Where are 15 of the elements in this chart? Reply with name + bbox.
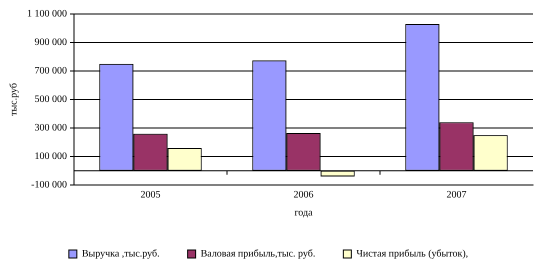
legend-label: Выручка ,тыс.руб.: [82, 248, 160, 260]
x-tick-label: 2007: [446, 190, 466, 201]
y-tick-label: 700 000: [34, 66, 67, 77]
y-tick-label: 300 000: [34, 122, 67, 134]
y-tick-label: 100 000: [34, 151, 67, 162]
y-axis-title: тыс.руб: [8, 83, 20, 116]
x-tick-label: 2005: [140, 190, 160, 201]
legend-label: Чистая прибыль (убыток),: [356, 248, 468, 260]
y-tick-label: 900 000: [34, 37, 67, 48]
legend-label: Валовая прибыль,тыс. руб.: [200, 248, 316, 260]
y-tick-label: 1 100 000: [27, 8, 67, 20]
y-tick-label: 500 000: [34, 94, 67, 106]
x-axis-title: года: [294, 208, 314, 219]
y-tick-label: -100 000: [31, 180, 67, 191]
x-tick-label: 2006: [294, 190, 314, 201]
